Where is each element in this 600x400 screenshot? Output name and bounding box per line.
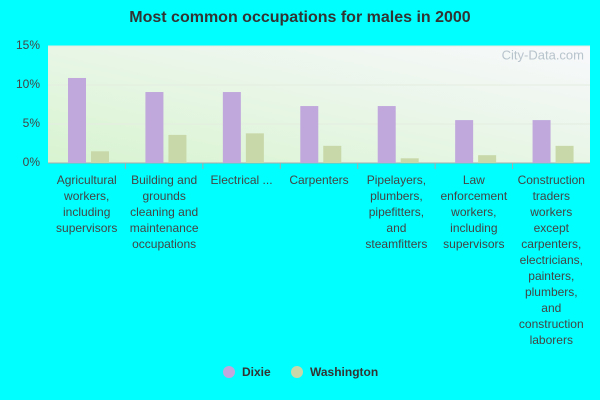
x-tick-label: Electrical ... (210, 173, 273, 187)
x-tick-label: Carpenters (289, 173, 349, 187)
bar (168, 134, 187, 163)
legend-label: Dixie (242, 365, 271, 379)
bar (323, 145, 342, 163)
y-tick-label: 10% (16, 77, 40, 91)
x-tick-label: Agricultural workers, including supervis… (56, 173, 118, 235)
x-tick-label: Pipelayers, plumbers, pipefitters, and s… (365, 173, 428, 251)
legend-marker (223, 366, 235, 378)
plot-background (48, 46, 590, 163)
bar (532, 120, 551, 163)
x-tick-label: Law enforcement workers, including super… (440, 173, 508, 251)
bar (245, 133, 264, 163)
bar (145, 92, 164, 163)
legend-marker (291, 366, 303, 378)
bar (222, 92, 241, 163)
legend-label: Washington (310, 365, 378, 379)
bar (68, 77, 86, 163)
y-tick-label: 15% (16, 38, 40, 52)
watermark: City-Data.com (502, 47, 584, 62)
x-tick-label: Building and grounds cleaning and mainte… (129, 173, 199, 251)
bar (91, 151, 109, 163)
bar (400, 158, 419, 163)
chart-title: Most common occupations for males in 200… (129, 9, 471, 26)
bar (455, 120, 474, 163)
bar (300, 106, 319, 163)
bar (555, 145, 574, 163)
y-tick-label: 5% (23, 116, 41, 130)
bar (478, 155, 497, 163)
bar (377, 106, 396, 163)
x-tick-label: Construction traders workers except carp… (517, 173, 585, 347)
y-tick-label: 0% (23, 155, 41, 169)
